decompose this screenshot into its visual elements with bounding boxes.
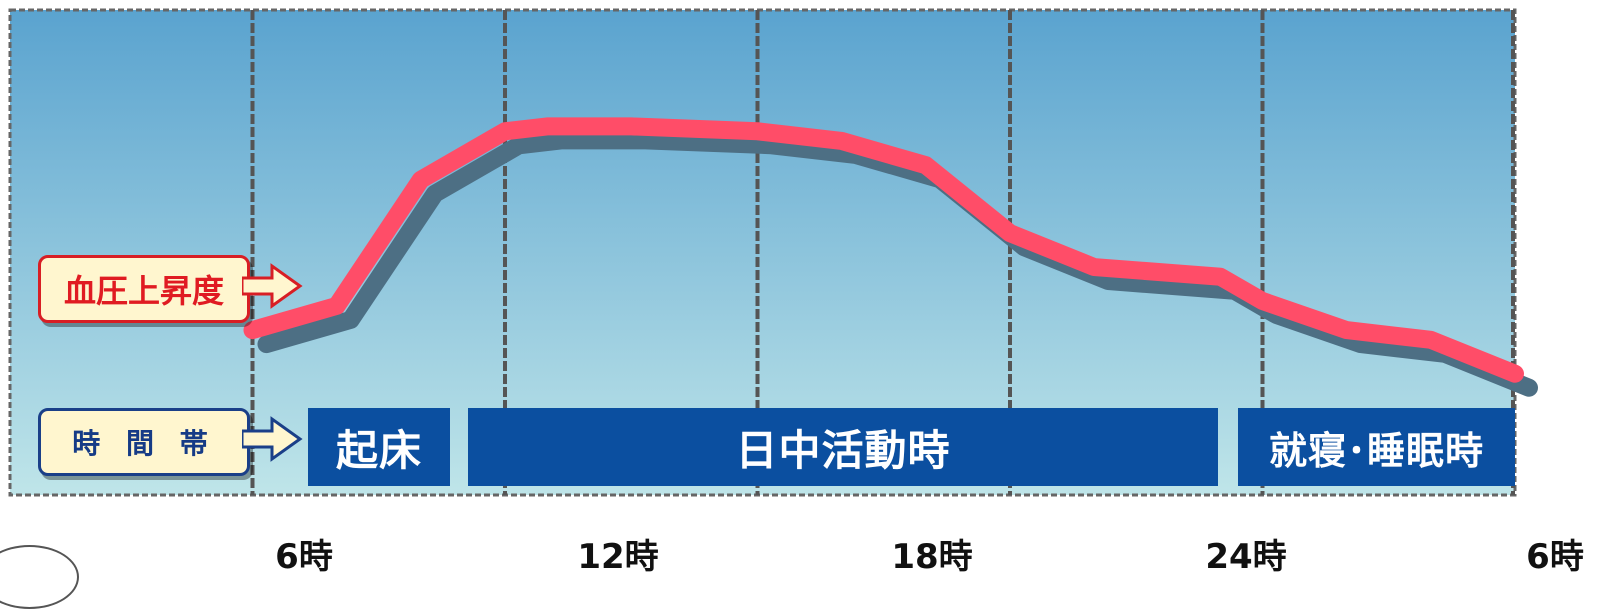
x-tick-label: 6時 xyxy=(1526,537,1584,577)
x-tick-label: 12時 xyxy=(577,537,659,577)
arrow-right-icon xyxy=(242,263,303,309)
x-tick-label: 24時 xyxy=(1205,537,1287,577)
time-zone-label: 時 間 帯 xyxy=(38,408,250,476)
series-line-blood-pressure xyxy=(243,117,1524,383)
band-wake: 起床 xyxy=(308,408,450,486)
blood-pressure-label: 血圧上昇度 xyxy=(38,255,250,323)
x-tick-label: 6時 xyxy=(275,537,333,577)
arrow-right-icon xyxy=(242,416,303,462)
band-sleep: 就寝･睡眠時 xyxy=(1238,408,1515,486)
band-daytime: 日中活動時 xyxy=(468,408,1218,486)
x-tick-label: 18時 xyxy=(891,537,973,577)
